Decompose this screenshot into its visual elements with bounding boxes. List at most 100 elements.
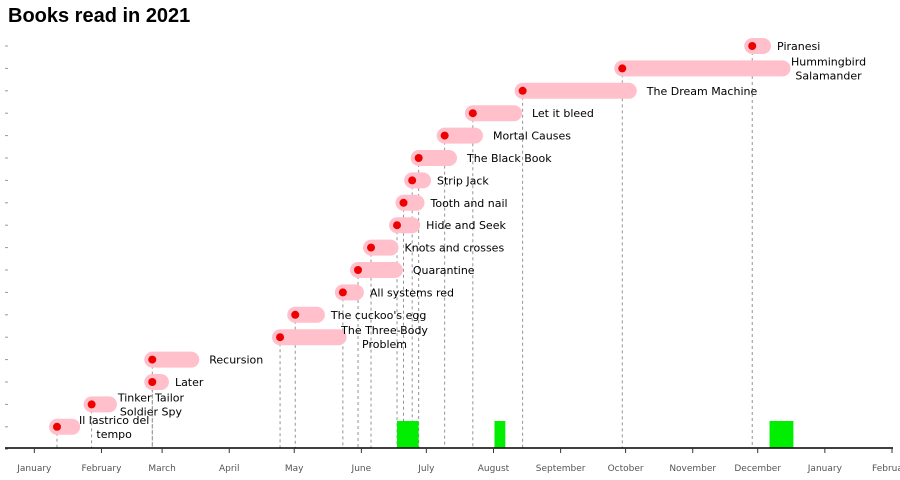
- highlight-blocks: [397, 421, 794, 448]
- book-label-1: Tinker Tailor Soldier Spy: [117, 391, 185, 418]
- book-label-line: Tinker Tailor: [117, 391, 185, 404]
- start-dot-5: [291, 310, 300, 319]
- book-label-line: The Black Book: [466, 152, 552, 165]
- book-label-14: Let it bleed: [532, 107, 594, 120]
- x-tick-label-9: October: [608, 464, 644, 474]
- book-label-line: Tooth and nail: [430, 197, 508, 210]
- x-tick-label-2: March: [148, 464, 175, 474]
- reading-bar-15: [514, 82, 637, 99]
- book-label-line: Salamander: [795, 69, 862, 82]
- start-dot-11: [408, 176, 417, 185]
- chart-title: Books read in 2021: [8, 5, 190, 27]
- x-tick-label-8: September: [536, 464, 586, 474]
- book-label-6: All systems red: [370, 286, 454, 299]
- x-tick-label-12: January: [807, 464, 843, 474]
- y-axis-ticks: [5, 45, 8, 450]
- highlight-1: [494, 421, 506, 448]
- x-tick-label-4: May: [285, 464, 304, 474]
- start-dot-16: [618, 64, 627, 73]
- book-label-12: The Black Book: [466, 152, 552, 165]
- book-label-line: Recursion: [209, 354, 263, 367]
- book-label-line: Problem: [362, 338, 407, 351]
- reading-bar-6: [334, 284, 364, 301]
- x-axis-ticks: January February March April May June July Augu…: [16, 448, 900, 474]
- start-dot-1: [87, 400, 96, 409]
- book-label-9: Hide and Seek: [426, 219, 506, 232]
- reading-bar-0: [48, 418, 81, 435]
- book-label-2: Later: [175, 376, 204, 389]
- reading-bar-12: [410, 150, 457, 166]
- book-label-line: The Dream Machine: [646, 85, 758, 98]
- book-label-16: Hummingbird Salamander: [791, 55, 866, 82]
- start-dot-7: [354, 266, 363, 274]
- start-dot-4: [276, 333, 285, 342]
- reading-bar-5: [287, 306, 325, 323]
- book-label-line: Strip Jack: [437, 174, 489, 187]
- reading-bar-7: [350, 262, 403, 278]
- start-dot-9: [393, 221, 402, 230]
- start-dot-17: [748, 42, 757, 50]
- reading-bars: [48, 38, 791, 435]
- x-tick-label-5: June: [351, 464, 372, 474]
- book-label-line: Il lastrico del: [79, 414, 149, 427]
- book-label-15: The Dream Machine: [646, 85, 758, 98]
- book-label-0: Il lastrico del tempo: [79, 414, 149, 441]
- book-label-line: Hummingbird: [791, 55, 866, 68]
- book-label-13: Mortal Causes: [493, 130, 571, 143]
- book-label-11: Strip Jack: [437, 174, 489, 187]
- x-tick-label-7: August: [478, 464, 510, 474]
- reading-bar-3: [144, 351, 200, 368]
- x-tick-label-1: February: [82, 464, 123, 474]
- x-tick-label-13: February: [872, 464, 900, 474]
- start-dot-8: [367, 243, 376, 252]
- book-label-line: The Three-Body: [340, 324, 428, 337]
- book-label-line: Knots and crosses: [405, 242, 505, 255]
- book-label-line: Soldier Spy: [120, 405, 183, 418]
- book-label-3: Recursion: [209, 354, 263, 367]
- x-tick-label-3: April: [219, 464, 240, 474]
- book-label-7: Quarantine: [413, 264, 475, 277]
- reading-bar-8: [363, 239, 399, 256]
- book-label-line: Quarantine: [413, 264, 475, 277]
- reading-bar-14: [464, 105, 522, 122]
- book-label-line: All systems red: [370, 286, 454, 299]
- reading-bar-4: [272, 329, 347, 346]
- highlight-0: [397, 421, 419, 448]
- start-dot-13: [440, 131, 449, 140]
- x-tick-label-6: July: [417, 464, 435, 474]
- book-label-4: The Three-Body Problem: [340, 324, 428, 351]
- reading-bar-17: [744, 38, 772, 54]
- highlight-2: [769, 421, 794, 448]
- book-label-5: The cuckoo's egg: [330, 309, 426, 322]
- reading-bar-9: [389, 217, 421, 234]
- book-label-line: The cuckoo's egg: [330, 309, 426, 322]
- book-label-line: Piranesi: [777, 40, 820, 53]
- x-tick-label-0: January: [16, 464, 52, 474]
- book-label-line: Mortal Causes: [493, 130, 571, 143]
- start-dot-2: [148, 378, 157, 386]
- reading-bar-10: [395, 194, 425, 211]
- book-label-10: Tooth and nail: [430, 197, 508, 210]
- start-dots: [52, 42, 757, 431]
- book-label-line: Later: [175, 376, 204, 389]
- book-label-8: Knots and crosses: [405, 242, 505, 255]
- x-tick-label-11: December: [734, 464, 781, 474]
- reading-bar-2: [144, 374, 169, 390]
- start-dot-3: [148, 355, 157, 364]
- start-dot-14: [468, 109, 477, 118]
- start-dot-12: [414, 154, 423, 162]
- start-dot-0: [52, 422, 61, 431]
- start-dot-15: [518, 86, 527, 95]
- start-dot-10: [399, 198, 408, 207]
- book-label-line: Let it bleed: [532, 107, 594, 120]
- reading-bar-13: [436, 127, 483, 144]
- x-tick-label-10: November: [669, 464, 716, 474]
- reading-bar-16: [614, 60, 791, 77]
- book-label-17: Piranesi: [777, 40, 820, 53]
- start-dot-6: [338, 288, 347, 297]
- reading-bar-11: [404, 172, 432, 189]
- book-label-line: Hide and Seek: [426, 219, 506, 232]
- reading-bar-1: [83, 396, 117, 413]
